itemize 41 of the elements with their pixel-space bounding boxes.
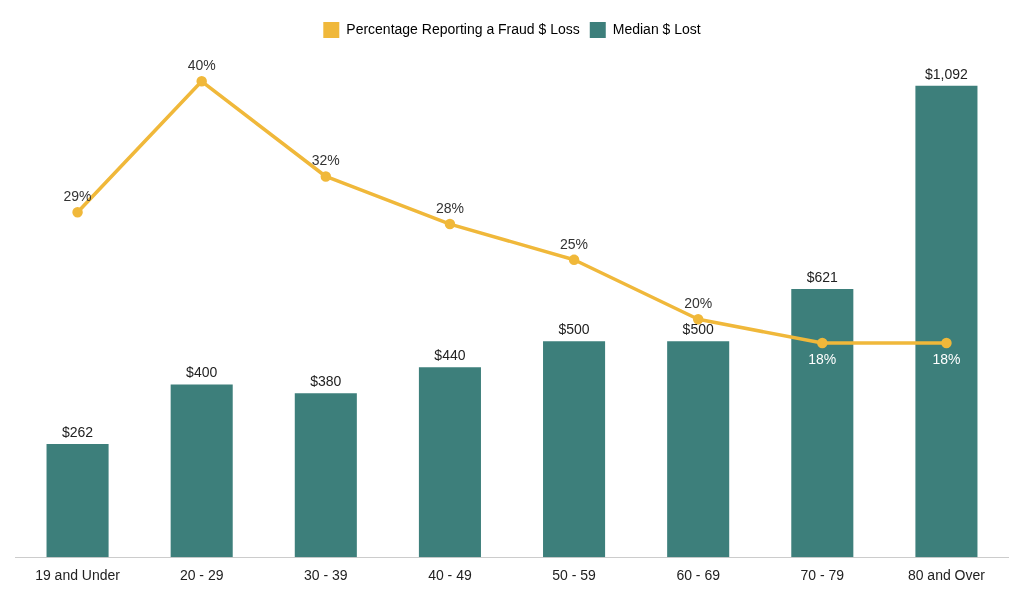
data-label: $500 bbox=[558, 321, 590, 338]
x-tick-label: 50 - 59 bbox=[552, 567, 597, 584]
data-label: $400 bbox=[186, 364, 218, 381]
data-label: 18% bbox=[932, 350, 961, 367]
bar bbox=[543, 341, 606, 558]
x-tick-label: 70 - 79 bbox=[800, 567, 845, 584]
legend-label: Median $ Lost bbox=[612, 20, 701, 37]
legend-label: Percentage Reporting a Fraud $ Loss bbox=[346, 20, 580, 37]
data-label: $380 bbox=[310, 372, 342, 389]
data-label: 25% bbox=[560, 235, 589, 252]
data-label: $1,092 bbox=[925, 65, 969, 82]
point bbox=[941, 337, 952, 349]
point bbox=[72, 206, 83, 218]
x-tick-label: 19 and Under bbox=[35, 567, 121, 584]
data-label: 40% bbox=[187, 57, 216, 74]
data-label: 20% bbox=[684, 295, 713, 312]
bar bbox=[667, 341, 730, 558]
x-tick-label: 30 - 39 bbox=[304, 567, 348, 584]
bar bbox=[46, 444, 109, 558]
x-tick-label: 20 - 29 bbox=[179, 567, 224, 584]
bar bbox=[418, 367, 481, 558]
data-label: 29% bbox=[63, 188, 92, 205]
bar bbox=[791, 289, 854, 558]
bar bbox=[170, 384, 233, 558]
data-label: $621 bbox=[806, 268, 839, 285]
bar bbox=[294, 393, 357, 558]
point bbox=[568, 254, 580, 266]
data-label: $440 bbox=[434, 347, 466, 364]
data-label: 32% bbox=[311, 152, 340, 169]
point bbox=[320, 171, 332, 182]
data-label: $262 bbox=[61, 423, 94, 440]
data-label: 28% bbox=[435, 199, 464, 216]
bar bbox=[915, 85, 978, 558]
data-label: 18% bbox=[808, 350, 837, 367]
point bbox=[444, 218, 456, 230]
point bbox=[817, 337, 828, 349]
x-tick-label: 60 - 69 bbox=[676, 567, 721, 584]
x-tick-label: 40 - 49 bbox=[428, 567, 472, 584]
data-label: $500 bbox=[682, 321, 714, 338]
x-tick-label: 80 and Over bbox=[907, 567, 986, 584]
point bbox=[196, 76, 207, 87]
